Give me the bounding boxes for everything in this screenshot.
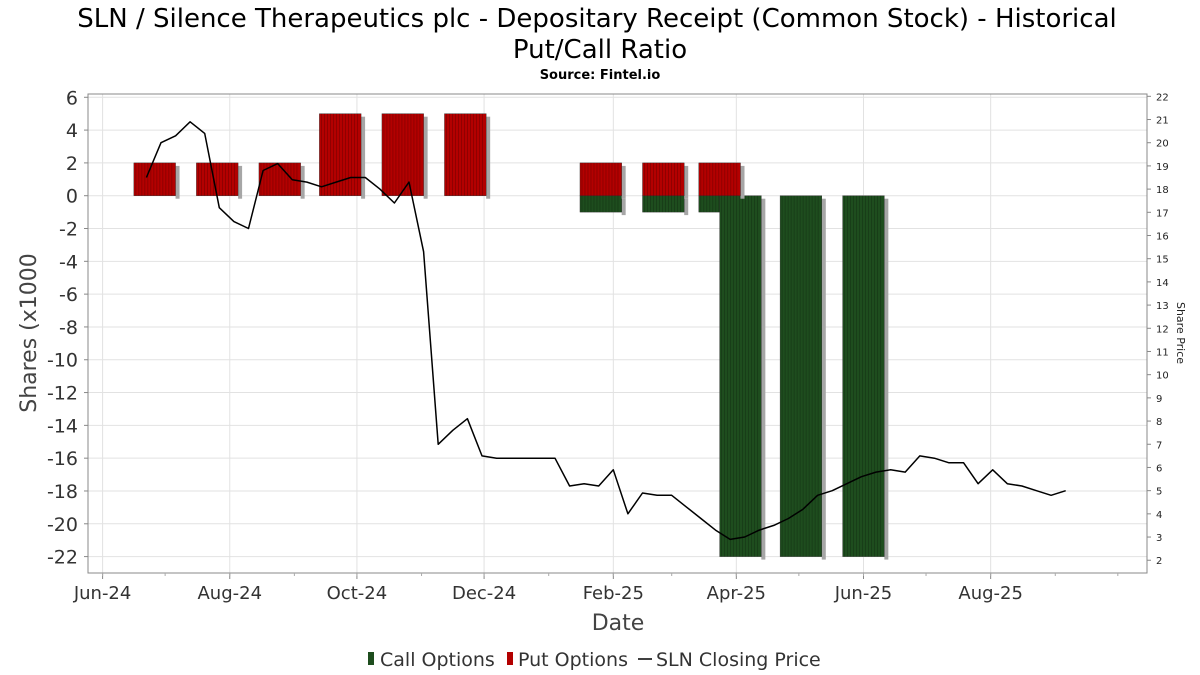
- y-tick-label: 2: [66, 153, 78, 175]
- y-right-tick-label: 14: [1156, 278, 1169, 289]
- put-bar: [196, 162, 239, 196]
- y-tick-label: -12: [47, 383, 78, 405]
- y-right-tick-label: 22: [1156, 92, 1169, 103]
- y-axis-label: Shares (x1000: [17, 253, 42, 413]
- y-right-tick-label: 12: [1156, 324, 1169, 335]
- bar-shadow: [423, 116, 428, 199]
- x-tick-label: Apr-25: [707, 583, 766, 604]
- legend-swatch-calls: [368, 652, 374, 665]
- y-right-tick-label: 19: [1156, 162, 1169, 173]
- bar-shadow: [621, 165, 626, 199]
- bar-shadow: [884, 198, 889, 560]
- call-bar: [779, 195, 822, 557]
- legend-label-calls: Call Options: [380, 649, 495, 671]
- y-tick-label: -8: [59, 317, 78, 339]
- bar-shadow: [761, 198, 766, 560]
- call-bar: [579, 195, 622, 213]
- x-tick-label: Dec-24: [452, 583, 516, 604]
- y-right-tick-label: 7: [1156, 440, 1162, 451]
- y-tick-label: 4: [66, 120, 78, 142]
- put-bar: [444, 113, 487, 196]
- y-axis-left: 6 4 2 0 -2 -4 -6 -8 -10 -12 -14 -16 -18 -20 -22: [47, 87, 88, 569]
- grid-layer: [88, 94, 1147, 573]
- put-bar: [319, 113, 362, 196]
- legend-label-puts: Put Options: [518, 649, 628, 671]
- call-bar: [642, 195, 685, 213]
- put-bar: [698, 162, 741, 196]
- bar-shadow: [684, 165, 689, 199]
- y-tick-label: -22: [47, 547, 78, 569]
- bar-shadow: [684, 198, 689, 216]
- y-tick-label: -10: [47, 350, 78, 372]
- y-tick-label: -2: [59, 219, 78, 241]
- y-tick-label: 6: [66, 87, 78, 109]
- x-tick-label: Aug-24: [197, 583, 262, 604]
- price-line: [145, 121, 1066, 541]
- y-right-tick-label: 4: [1156, 510, 1162, 521]
- x-tick-label: Jun-25: [834, 583, 893, 604]
- y-right-tick-label: 3: [1156, 533, 1162, 544]
- bar-shadow: [300, 165, 305, 199]
- put-bar: [133, 162, 176, 196]
- put-bar: [579, 162, 622, 196]
- legend-label-price: SLN Closing Price: [656, 649, 821, 671]
- y-right-tick-label: 11: [1156, 347, 1169, 358]
- bar-shadow: [361, 116, 366, 199]
- x-axis: Jun-24 Aug-24 Oct-24 Dec-24 Feb-25 Apr-25 Jun-…: [73, 573, 1119, 604]
- y-right-tick-label: 8: [1156, 417, 1162, 428]
- y-tick-label: -6: [59, 284, 78, 306]
- y-right-tick-label: 13: [1156, 301, 1169, 312]
- y-right-tick-label: 5: [1156, 487, 1162, 498]
- bar-shadow: [175, 165, 180, 199]
- line-layer: [145, 121, 1066, 541]
- y-tick-label: -16: [47, 448, 78, 470]
- y-right-tick-label: 16: [1156, 231, 1169, 242]
- y-right-tick-label: 9: [1156, 394, 1162, 405]
- bar-shadow: [821, 198, 826, 560]
- y-right-tick-label: 21: [1156, 116, 1169, 127]
- legend-swatch-puts: [507, 652, 513, 665]
- y-right-tick-label: 10: [1156, 371, 1169, 382]
- y-right-tick-label: 20: [1156, 139, 1169, 150]
- call-bar: [842, 195, 885, 557]
- bar-shadow: [238, 165, 243, 199]
- chart-title-line2: Put/Call Ratio: [513, 35, 687, 65]
- y-right-tick-label: 17: [1156, 208, 1169, 219]
- y-tick-label: -18: [47, 481, 78, 503]
- legend: Call Options Put Options SLN Closing Pri…: [368, 649, 821, 671]
- bar-shadow: [740, 165, 745, 199]
- x-tick-label: Jun-24: [73, 583, 132, 604]
- y-right-tick-label: 2: [1156, 556, 1162, 567]
- call-bar: [719, 195, 762, 557]
- bar-shadow: [486, 116, 491, 199]
- plot-frame: [87, 93, 1148, 574]
- x-tick-label: Oct-24: [327, 583, 388, 604]
- put-bar: [642, 162, 685, 196]
- y-tick-label: -4: [59, 251, 78, 273]
- y-right-tick-label: 6: [1156, 463, 1162, 474]
- y-right-tick-label: 15: [1156, 255, 1169, 266]
- y-axis-right: 22 21 20 19 18 17 16 15 14 13 12 11 10 9 8 7 6 5 4 3 2: [1147, 92, 1169, 567]
- x-tick-label: Feb-25: [583, 583, 644, 604]
- put-bar: [381, 113, 424, 196]
- y-axis-right-label: Share Price: [1174, 302, 1187, 364]
- chart-title-line1: SLN / Silence Therapeutics plc - Deposit…: [77, 4, 1116, 34]
- chart-subtitle: Source: Fintel.io: [540, 68, 661, 83]
- bar-shadow: [621, 198, 626, 216]
- y-tick-label: 0: [66, 186, 78, 208]
- x-tick-label: Aug-25: [958, 583, 1023, 604]
- put-bar: [258, 162, 301, 196]
- x-axis-label: Date: [592, 611, 645, 636]
- y-tick-label: -20: [47, 514, 78, 536]
- y-right-tick-label: 18: [1156, 185, 1169, 196]
- y-tick-label: -14: [47, 415, 78, 437]
- bars-layer: [133, 113, 889, 560]
